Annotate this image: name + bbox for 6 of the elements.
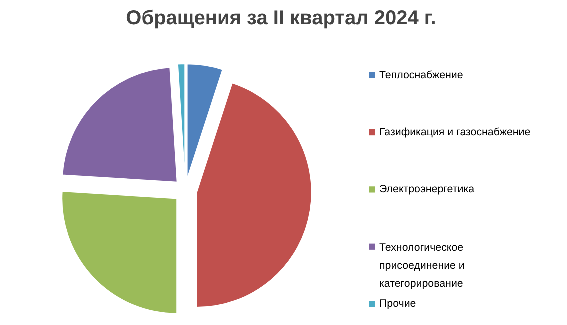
legend-label: Технологическое присоединение и категорирование bbox=[380, 242, 465, 290]
legend-label: Теплоснабжение bbox=[380, 69, 464, 82]
chart-title: Обращения за II квартал 2024 г. bbox=[126, 8, 436, 30]
legend-label: Электроэнергетика bbox=[380, 184, 475, 196]
legend-label: Газификация и газоснабжение bbox=[380, 126, 531, 139]
legend-label: Прочие bbox=[380, 298, 416, 310]
